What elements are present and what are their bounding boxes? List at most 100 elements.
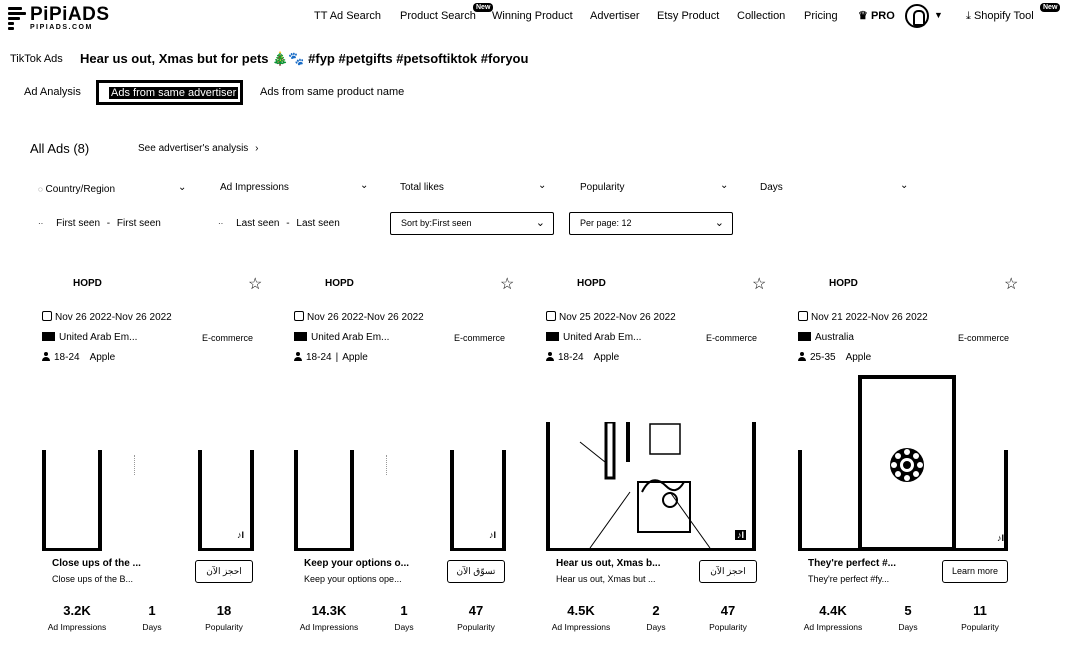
chevron-down-icon[interactable]: ⌄ — [360, 180, 369, 191]
chevron-down-icon[interactable]: ⌄ — [538, 180, 547, 191]
tiktok-icon: ♪I — [236, 530, 244, 540]
category-tag: E-commerce — [454, 333, 506, 343]
nav-collection[interactable]: Collection — [737, 10, 786, 22]
stat-value: 5 — [904, 603, 912, 618]
likes-filter[interactable]: Total likes — [400, 182, 444, 193]
ad-card[interactable]: HOPD ☆ Nov 21 2022-Nov 26 2022 Australia… — [798, 270, 1030, 640]
stat-label: Ad Impressions — [551, 622, 611, 632]
nav-product-search[interactable]: Product Search — [400, 10, 476, 22]
star-icon[interactable]: ☆ — [752, 276, 767, 293]
chevron-right-icon: › — [255, 143, 259, 154]
video-thumbnail[interactable]: ♪I — [294, 375, 506, 551]
pro-badge[interactable]: ♛ PRO — [858, 9, 895, 22]
stat-value: 18 — [216, 603, 232, 618]
last-seen-start: Last seen — [236, 218, 280, 229]
tab-ads-same-product[interactable]: Ads from same product name — [260, 86, 405, 98]
advertiser-analysis-label: See advertiser's analysis — [138, 143, 249, 154]
stat-days: 2 Days — [636, 603, 676, 632]
per-page-select-value: Per page: 12 — [580, 218, 632, 228]
country-text: United Arab Em... — [563, 332, 642, 343]
stat-label: Days — [646, 622, 666, 632]
stat-days: 1 Days — [384, 603, 424, 632]
date-range-text: Nov 26 2022-Nov 26 2022 — [55, 312, 172, 323]
tab-ad-analysis[interactable]: Ad Analysis — [24, 86, 81, 98]
star-icon[interactable]: ☆ — [248, 276, 263, 293]
per-page-select[interactable]: Per page: 12 ⌄ — [569, 212, 733, 235]
demographics: 25-35 Apple — [798, 352, 871, 363]
sort-select[interactable]: Sort by:First seen ⌄ — [390, 212, 554, 235]
tiktok-icon: ♪I — [996, 533, 1004, 543]
ad-headline: Hear us out, Xmas b... — [556, 558, 661, 569]
flag-icon — [798, 332, 811, 341]
user-avatar[interactable] — [905, 4, 929, 28]
country: Australia — [798, 332, 854, 343]
country-filter[interactable]: ◌ Country/Region — [38, 184, 115, 195]
advertiser-analysis-link[interactable]: See advertiser's analysis › — [138, 143, 258, 154]
chevron-down-icon[interactable]: ⌄ — [178, 182, 187, 193]
stat-popularity: 11 Popularity — [958, 603, 1002, 632]
popularity-filter[interactable]: Popularity — [580, 182, 625, 193]
age-range: 25-35 — [810, 352, 836, 363]
advertiser-name[interactable]: HOPD — [73, 278, 102, 289]
video-thumbnail[interactable]: ♪I — [798, 375, 1008, 551]
first-seen-start: First seen — [56, 218, 101, 229]
ad-card[interactable]: HOPD ☆ Nov 26 2022-Nov 26 2022 United Ar… — [42, 270, 274, 640]
stat-label: Days — [142, 622, 162, 632]
star-icon[interactable]: ☆ — [500, 276, 515, 293]
cta-button[interactable]: احجز الآن — [699, 560, 757, 583]
country-text: United Arab Em... — [59, 332, 138, 343]
cta-button[interactable]: تسوّق الآن — [447, 560, 505, 583]
calendar-icon: ·· — [218, 219, 224, 228]
logo-domain: PIPIADS.COM — [30, 24, 93, 31]
stat-label: Ad Impressions — [803, 622, 863, 632]
demographics: 18-24 Apple — [42, 352, 115, 363]
advertiser-name[interactable]: HOPD — [829, 278, 858, 289]
stat-label: Ad Impressions — [299, 622, 359, 632]
country: United Arab Em... — [294, 332, 389, 343]
days-filter[interactable]: Days — [760, 182, 783, 193]
tab-ads-same-advertiser[interactable]: Ads from same advertiser — [96, 80, 243, 105]
nav-etsy-product[interactable]: Etsy Product — [657, 10, 720, 22]
star-icon[interactable]: ☆ — [1004, 276, 1019, 293]
shopify-tool-link[interactable]: ⤓ Shopify Tool — [966, 10, 1034, 23]
pipiads-logo[interactable]: PiPiADS PIPIADS.COM — [8, 3, 118, 33]
nav-winning-product[interactable]: Winning Product — [492, 10, 573, 22]
nav-pricing[interactable]: Pricing — [804, 10, 838, 22]
nav-tt-ad-search[interactable]: TT Ad Search — [314, 10, 382, 22]
cta-button[interactable]: احجز الآن — [195, 560, 253, 583]
nav-advertiser[interactable]: Advertiser — [590, 10, 640, 22]
video-thumbnail[interactable]: ♪I — [42, 375, 254, 551]
divider: | — [335, 352, 339, 363]
stat-label: Popularity — [205, 622, 243, 632]
video-thumbnail[interactable]: ♪I — [546, 375, 756, 551]
new-badge: New — [473, 3, 494, 12]
sort-select-value: Sort by:First seen — [401, 218, 472, 228]
chevron-down-icon: ⌄ — [714, 217, 724, 229]
cta-button[interactable]: Learn more — [942, 560, 1008, 583]
stat-label: Popularity — [961, 622, 999, 632]
chevron-down-icon[interactable]: ⌄ — [720, 180, 729, 191]
first-seen-range[interactable]: ·· First seen - First seen — [38, 218, 161, 229]
ad-description: Close ups of the B... — [52, 574, 134, 584]
video-frame-left — [42, 450, 102, 551]
chevron-down-icon[interactable]: ⌄ — [900, 180, 909, 191]
advertiser-name[interactable]: HOPD — [325, 278, 354, 289]
stat-value: 1 — [148, 603, 156, 618]
date-range-text: Nov 26 2022-Nov 26 2022 — [307, 312, 424, 323]
range-separator: - — [286, 218, 290, 229]
person-icon — [798, 352, 806, 361]
download-icon: ⤓ — [966, 10, 971, 22]
last-seen-range[interactable]: ·· Last seen - Last seen — [218, 218, 340, 229]
ad-card[interactable]: HOPD ☆ Nov 25 2022-Nov 26 2022 United Ar… — [546, 270, 778, 640]
impressions-filter[interactable]: Ad Impressions — [220, 182, 289, 193]
age-range: 18-24 — [54, 352, 80, 363]
age-range: 18-24 — [306, 352, 332, 363]
ad-card[interactable]: HOPD ☆ Nov 26 2022-Nov 26 2022 United Ar… — [294, 270, 526, 640]
chevron-down-icon[interactable]: ▼ — [934, 10, 943, 20]
age-range: 18-24 — [558, 352, 584, 363]
advertiser-name[interactable]: HOPD — [577, 278, 606, 289]
logo-mark-icon — [8, 5, 28, 30]
logo-wordmark: PiPiADS — [30, 4, 110, 25]
ad-description: Keep your options ope... — [304, 574, 402, 584]
person-icon — [546, 352, 554, 361]
